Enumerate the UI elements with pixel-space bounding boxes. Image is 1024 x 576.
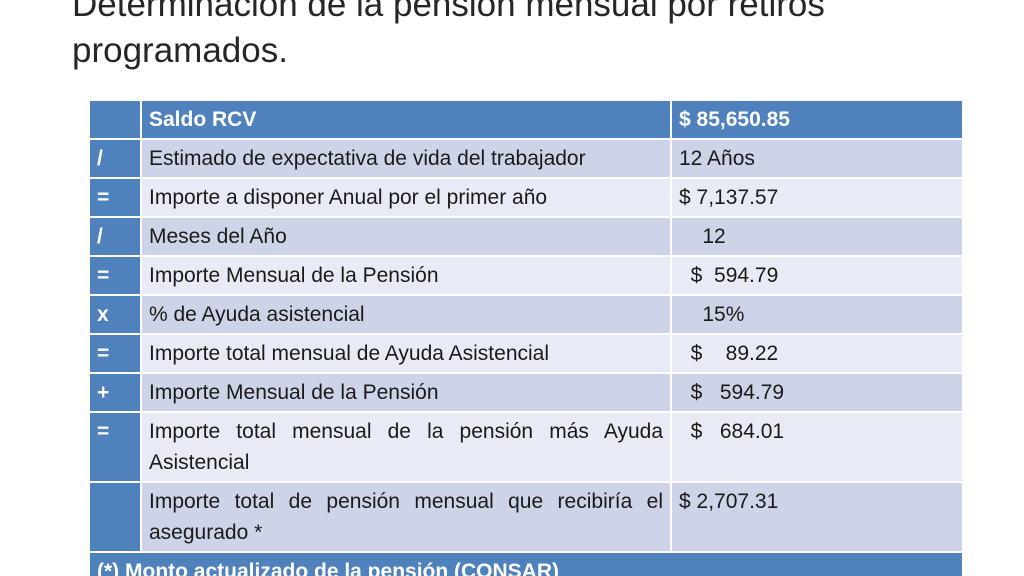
table-footer-row: (*) Monto actualizado de la pensión (CON… <box>88 551 964 576</box>
concept-cell: Importe a disponer Anual por el primer a… <box>140 177 672 218</box>
amount-cell: 15% <box>670 294 964 335</box>
concept-cell: Meses del Año <box>140 216 672 257</box>
amount-cell: $ 594.79 <box>670 372 964 413</box>
table-row-importe-mensual: = Importe Mensual de la Pensión $ 594.79 <box>88 255 964 296</box>
operator-cell: / <box>88 216 142 257</box>
table-row-importe-anual: = Importe a disponer Anual por el primer… <box>88 177 964 218</box>
operator-cell <box>88 99 142 140</box>
operator-cell: = <box>88 411 142 483</box>
amount-cell: $ 89.22 <box>670 333 964 374</box>
concept-cell: Estimado de expectativa de vida del trab… <box>140 138 672 179</box>
operator-cell <box>88 481 142 553</box>
table-row-pension-mas-ayuda: = Importe total mensual de la pensión má… <box>88 411 964 483</box>
table-row-ayuda-total: = Importe total mensual de Ayuda Asisten… <box>88 333 964 374</box>
table-row-pension-total: Importe total de pensión mensual que rec… <box>88 481 964 553</box>
concept-cell: Importe total mensual de Ayuda Asistenci… <box>140 333 672 374</box>
concept-cell: Importe total mensual de la pensión más … <box>140 411 672 483</box>
concept-cell: Importe Mensual de la Pensión <box>140 372 672 413</box>
table-row-saldo-rcv: Saldo RCV $ 85,650.85 <box>88 99 964 140</box>
amount-cell: $ 594.79 <box>670 255 964 296</box>
table-row-meses: / Meses del Año 12 <box>88 216 964 257</box>
table-row-expectativa: / Estimado de expectativa de vida del tr… <box>88 138 964 179</box>
amount-cell: $ 7,137.57 <box>670 177 964 218</box>
operator-cell: = <box>88 255 142 296</box>
operator-cell: = <box>88 333 142 374</box>
operator-cell: = <box>88 177 142 218</box>
table-row-importe-mensual-2: + Importe Mensual de la Pensión $ 594.79 <box>88 372 964 413</box>
concept-cell: Importe total de pensión mensual que rec… <box>140 481 672 553</box>
slide-title: Determinación de la pensión mensual por … <box>72 0 825 70</box>
pension-table: Saldo RCV $ 85,650.85 / Estimado de expe… <box>88 99 964 576</box>
table-row-ayuda-pct: x % de Ayuda asistencial 15% <box>88 294 964 335</box>
amount-cell: 12 <box>670 216 964 257</box>
amount-cell: 12 Años <box>670 138 964 179</box>
concept-cell: Importe Mensual de la Pensión <box>140 255 672 296</box>
table-footnote: (*) Monto actualizado de la pensión (CON… <box>88 551 964 576</box>
amount-cell: $ 2,707.31 <box>670 481 964 553</box>
amount-cell: $ 684.01 <box>670 411 964 483</box>
concept-cell: % de Ayuda asistencial <box>140 294 672 335</box>
operator-cell: + <box>88 372 142 413</box>
concept-cell: Saldo RCV <box>140 99 672 140</box>
operator-cell: x <box>88 294 142 335</box>
amount-cell: $ 85,650.85 <box>670 99 964 140</box>
operator-cell: / <box>88 138 142 179</box>
